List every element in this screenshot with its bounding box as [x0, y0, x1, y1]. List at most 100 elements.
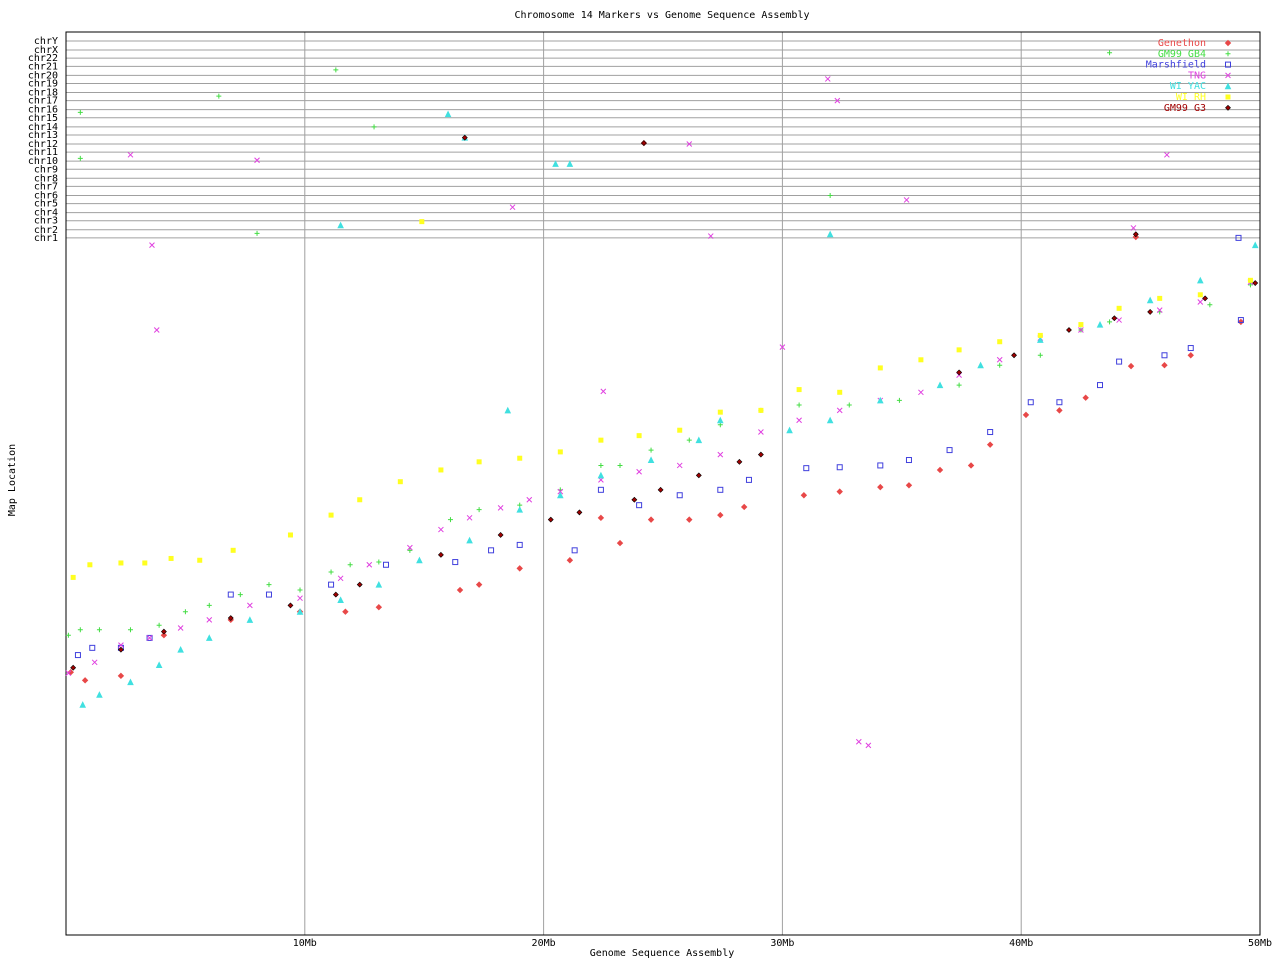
data-point	[70, 574, 76, 580]
data-point	[509, 204, 516, 211]
data-point	[237, 592, 243, 598]
data-point	[1107, 50, 1113, 56]
data-point	[997, 339, 1003, 345]
data-point	[1147, 309, 1154, 315]
data-point	[297, 587, 303, 593]
data-point	[461, 134, 468, 141]
data-point	[254, 230, 260, 236]
legend-marker	[1225, 51, 1231, 57]
data-point	[1247, 282, 1253, 288]
data-point	[91, 659, 98, 666]
data-point	[375, 581, 383, 588]
data-point	[77, 155, 83, 161]
data-point	[328, 512, 334, 518]
data-point	[1036, 336, 1044, 343]
data-point	[758, 407, 764, 413]
data-point	[803, 465, 810, 472]
data-point	[1161, 352, 1168, 359]
data-point	[149, 242, 155, 248]
data-point	[497, 532, 504, 538]
data-point	[1235, 234, 1242, 241]
legend-label: GM99 GB4	[1158, 49, 1206, 60]
data-point	[206, 602, 212, 608]
data-point	[127, 627, 133, 633]
data-point	[447, 517, 453, 523]
data-point	[366, 561, 373, 568]
data-point	[837, 389, 843, 395]
data-point	[1164, 151, 1170, 158]
data-point	[328, 581, 335, 588]
data-point	[247, 602, 253, 609]
data-point	[117, 646, 124, 653]
data-point	[557, 491, 564, 499]
data-point	[118, 560, 124, 566]
data-point	[419, 219, 425, 225]
legend-marker	[1224, 39, 1232, 47]
data-point	[74, 652, 81, 659]
y-tick-label: chrX	[34, 45, 58, 56]
legend-label: GM99 G3	[1164, 103, 1206, 114]
data-point	[96, 691, 103, 698]
y-tick-label: chr14	[28, 122, 58, 133]
data-point	[1096, 320, 1104, 328]
data-point	[986, 441, 994, 448]
data-point	[356, 581, 363, 588]
data-point	[227, 591, 234, 598]
data-point	[526, 496, 533, 503]
data-point	[160, 631, 168, 639]
data-point	[936, 466, 944, 474]
data-point	[497, 505, 504, 511]
data-point	[65, 632, 71, 638]
data-point	[337, 596, 344, 603]
data-point	[800, 492, 808, 499]
data-point	[896, 397, 902, 403]
data-point	[1116, 358, 1123, 365]
data-point	[846, 402, 852, 408]
y-tick-label: chr9	[34, 164, 58, 175]
data-point	[438, 526, 444, 533]
data-point	[153, 327, 160, 333]
y-tick-label: chr7	[34, 181, 58, 192]
data-point	[197, 557, 203, 563]
data-point	[647, 456, 655, 464]
data-point	[265, 591, 272, 598]
data-point	[517, 455, 523, 461]
data-point	[407, 544, 413, 551]
x-tick-label: 10Mb	[293, 938, 317, 949]
data-point	[287, 602, 294, 609]
data-point	[686, 437, 692, 443]
data-point	[1116, 305, 1122, 311]
data-point	[717, 409, 723, 415]
data-point	[77, 109, 83, 115]
data-point	[1202, 295, 1209, 302]
data-point	[65, 670, 72, 676]
data-point	[576, 509, 583, 516]
data-point	[740, 503, 748, 511]
data-point	[617, 462, 623, 468]
data-point	[597, 471, 605, 479]
data-point	[836, 464, 843, 471]
plot-frame	[65, 31, 1261, 936]
legend-marker	[1225, 72, 1231, 79]
data-point	[1078, 327, 1084, 333]
data-point	[977, 361, 984, 369]
data-point	[1111, 315, 1118, 322]
data-point	[758, 429, 764, 435]
data-point	[1027, 399, 1034, 406]
data-point	[1252, 280, 1259, 286]
data-point	[707, 233, 714, 239]
legend-label: WI YAC	[1170, 81, 1206, 92]
data-point	[636, 502, 643, 509]
x-tick-label: 30Mb	[770, 938, 794, 949]
data-point	[786, 426, 793, 434]
data-point	[695, 472, 702, 479]
data-point	[296, 608, 304, 615]
legend-marker	[1225, 94, 1231, 100]
data-point	[717, 416, 724, 424]
legend-marker	[1224, 82, 1232, 90]
data-point	[876, 396, 884, 404]
data-point	[476, 459, 482, 465]
data-point	[566, 160, 574, 167]
data-point	[1078, 322, 1084, 328]
